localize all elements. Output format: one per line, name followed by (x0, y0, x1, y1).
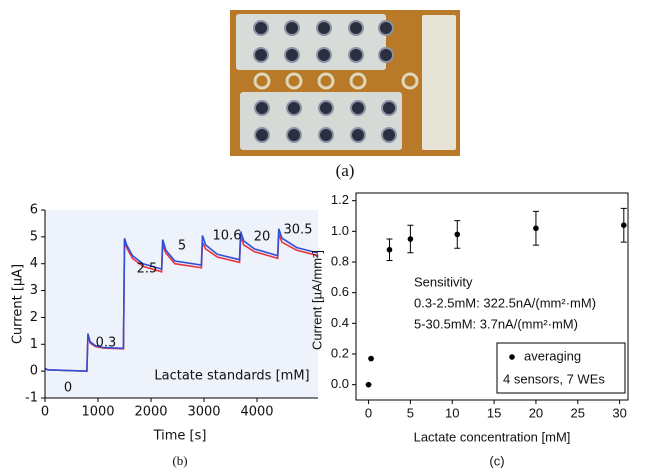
x-tick-label: 20 (529, 405, 543, 420)
annotation: 5 (178, 239, 186, 254)
y-tick-label: 3 (30, 283, 38, 298)
legend-label: averaging (524, 348, 581, 363)
caption: (c) (489, 453, 504, 468)
y-tick-label: 6 (30, 203, 38, 218)
x-tick-label: 4000 (240, 405, 273, 420)
legend-box (496, 342, 626, 394)
y-tick-label: 1.2 (331, 192, 349, 207)
y-tick-label: 4 (30, 256, 38, 271)
text-line: 0.3-2.5mM: 322.5nA/(mm²·mM) (414, 295, 596, 310)
x-tick-label: 1000 (81, 405, 114, 420)
y-tick-label: 5 (30, 229, 38, 244)
connector-strip (422, 15, 456, 150)
point (621, 222, 627, 228)
y-tick-label: 0.6 (331, 284, 349, 299)
plot-background (45, 210, 318, 398)
point (368, 355, 374, 362)
y-tick-label: -1 (25, 391, 38, 406)
annotation: 0.3 (96, 336, 117, 351)
annotation: 30.5 (284, 223, 313, 238)
x-tick-label: 2000 (134, 405, 167, 420)
y-axis-title: Current [µA] (11, 264, 26, 344)
point (454, 231, 461, 238)
annotation: 10.6 (213, 229, 242, 244)
legend-note: 4 sensors, 7 WEs (503, 371, 605, 386)
y-axis-title: Current [µA/mm²] (309, 250, 324, 350)
point (533, 225, 539, 232)
annotation: 20 (254, 230, 271, 245)
caption: (b) (172, 453, 187, 468)
point (407, 236, 414, 242)
y-tick-label: 0.4 (331, 315, 349, 330)
data-line (44, 228, 319, 372)
x-tick-label: 0 (365, 405, 372, 420)
plot-frame (355, 192, 629, 401)
y-tick-label: 0.0 (331, 376, 349, 391)
photo (230, 10, 460, 156)
chart-c: 0 5 10 15 20 25 30 0.0 0.2 0.4 0.6 0.8 1.0 1.2 Sensiti… (309, 192, 629, 468)
note: Lactate standards [mM] (154, 369, 309, 384)
x-tick-label: 30 (612, 405, 626, 420)
x-tick-label: 15 (487, 405, 501, 420)
caption: (a) (336, 161, 355, 180)
y-tick-label: 2 (30, 310, 38, 325)
annotation: 0 (64, 381, 72, 396)
x-axis-title: Lactate concentration [mM] (414, 429, 571, 444)
legend-marker (509, 354, 515, 360)
y-tick-label: 1.0 (331, 223, 349, 238)
text-line: Sensitivity (414, 274, 473, 289)
x-tick-label: 10 (445, 405, 459, 420)
electrode-wells (253, 20, 397, 143)
x-axis-title: Time [s] (153, 429, 207, 444)
point (365, 381, 372, 388)
x-tick-label: 0 (41, 405, 49, 420)
y-tick-label: 0.8 (331, 253, 349, 268)
point (386, 246, 393, 253)
text-line: 5-30.5mM: 3.7nA/(mm²·mM) (414, 316, 578, 331)
axes (44, 210, 318, 399)
y-tick-label: 1 (30, 337, 38, 352)
y-tick-label: 0 (30, 364, 38, 379)
annotation: 2.5 (137, 262, 158, 277)
x-tick-label: 5 (407, 405, 414, 420)
x-tick-label: 25 (571, 405, 585, 420)
contact-rings (253, 72, 419, 90)
x-tick-label: 3000 (187, 405, 220, 420)
y-tick-label: 0.2 (331, 345, 349, 360)
